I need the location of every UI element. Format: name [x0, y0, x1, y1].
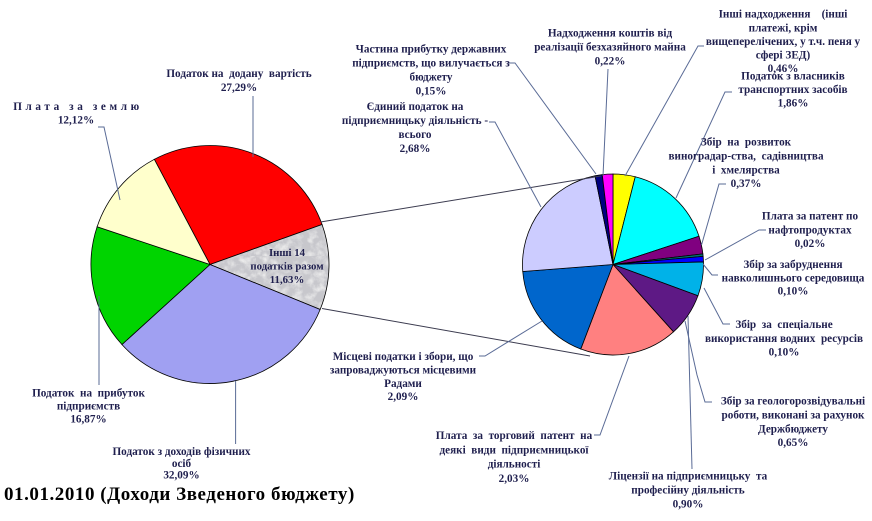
svg-text:12,12%: 12,12% [58, 115, 94, 127]
svg-text:Плата за землю: Плата за землю [13, 101, 143, 113]
svg-text:Ліцензії на підприємницьку та: Ліцензії на підприємницьку та професійну … [609, 471, 768, 511]
svg-text:01.01.2010 (Доходи Зведеного б: 01.01.2010 (Доходи Зведеного бюджету) [4, 484, 355, 505]
svg-text:Плата за торговий патент н: Плата за торговий патент на деякі види пі… [436, 430, 593, 485]
